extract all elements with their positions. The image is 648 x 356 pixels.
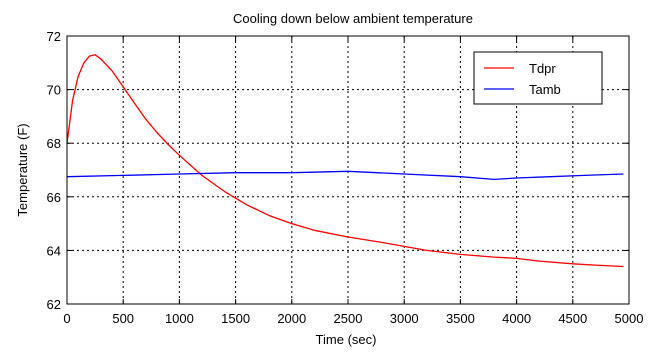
legend: Tdpr Tamb [473, 51, 603, 105]
y-tick-label: 64 [47, 243, 61, 258]
legend-box [473, 51, 603, 105]
series-line-tamb [66, 170, 624, 181]
x-tick-label: 1500 [221, 311, 250, 326]
y-tick-label: 62 [47, 297, 61, 312]
series-line-tdpr [66, 54, 624, 268]
grid-lines [67, 36, 629, 304]
y-tick-label: 72 [47, 29, 61, 44]
y-tick-label: 70 [47, 83, 61, 98]
legend-label-tamb: Tamb [529, 82, 561, 97]
x-axis-label: Time (sec) [316, 332, 377, 347]
x-tick-label: 5000 [615, 311, 644, 326]
x-tick-label: 2500 [334, 311, 363, 326]
series-layer [66, 54, 624, 268]
y-tick-label: 68 [47, 136, 61, 151]
x-tick-label: 3500 [446, 311, 475, 326]
x-tick-label: 3000 [390, 311, 419, 326]
x-tick-label: 4500 [558, 311, 587, 326]
y-axis-label: Temperature (F) [15, 123, 30, 216]
x-tick-label: 4000 [502, 311, 531, 326]
chart-title: Cooling down below ambient temperature [233, 11, 473, 26]
legend-label-tdpr: Tdpr [529, 61, 556, 76]
x-tick-label: 2000 [277, 311, 306, 326]
x-tick-label: 1000 [165, 311, 194, 326]
x-tick-label: 0 [63, 311, 70, 326]
y-tick-label: 66 [47, 190, 61, 205]
x-tick-label: 500 [112, 311, 134, 326]
axis-ticks: 0 500 1000 1500 2000 2500 3000 3500 4000 4500 5000… [47, 29, 644, 326]
